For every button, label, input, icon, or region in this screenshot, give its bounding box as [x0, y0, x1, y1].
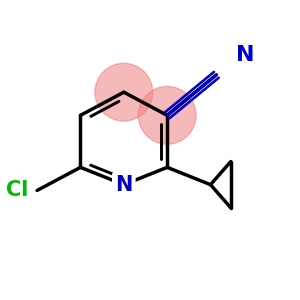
Text: N: N: [236, 45, 254, 64]
Text: N: N: [115, 175, 133, 195]
Circle shape: [138, 86, 196, 144]
Circle shape: [95, 63, 153, 121]
Text: Cl: Cl: [6, 181, 28, 200]
